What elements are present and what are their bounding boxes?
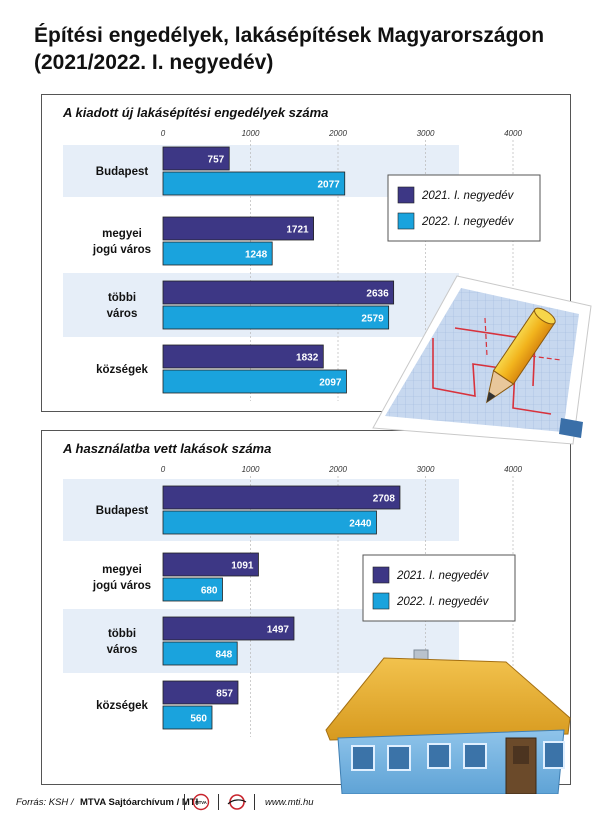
category-label: többi város	[107, 628, 138, 656]
bar	[162, 369, 347, 394]
mti-logo: MTVA	[192, 793, 210, 814]
category-label-line: többi	[108, 628, 136, 640]
footer: Forrás: KSH / MTVA Sajtóarchívum / MTI M…	[16, 793, 596, 814]
bar-value-label: 848	[216, 650, 233, 661]
archive-credit: MTVA Sajtóarchívum / MTI	[80, 797, 199, 808]
bar-value-label: 857	[216, 689, 233, 700]
mtva-logo	[226, 793, 248, 814]
permits-chart-panel: A kiadott új lakásépítési engedélyek szá…	[41, 94, 571, 412]
bar-value-label: 757	[208, 155, 225, 166]
x-tick-label: 1000	[242, 129, 260, 138]
x-tick-label: 0	[161, 465, 166, 474]
category-label: megyei jogú város	[92, 228, 151, 256]
legend-label: 2022. I. negyedév	[421, 216, 515, 228]
bar	[162, 510, 377, 535]
bar	[162, 485, 401, 510]
bar-value-label: 1248	[245, 250, 268, 261]
bar	[162, 641, 238, 666]
legend: 2021. I. negyedév 2022. I. negyedév	[362, 554, 516, 622]
bar	[162, 280, 395, 305]
bar	[162, 616, 295, 641]
footer-divider-2	[218, 794, 219, 810]
bar	[162, 552, 259, 577]
mti-logo-icon: MTVA	[192, 793, 210, 811]
bar-value-label: 2636	[366, 289, 389, 300]
bar	[162, 705, 213, 730]
website-link[interactable]: www.mti.hu	[265, 797, 314, 808]
legend-swatch	[397, 186, 415, 204]
bar-value-label: 1091	[231, 561, 254, 572]
bar-value-label: 2708	[373, 494, 396, 505]
legend-swatch	[372, 566, 390, 584]
category-label-line: város	[107, 308, 138, 320]
bar	[162, 171, 346, 196]
bar	[162, 305, 390, 330]
bar-value-label: 560	[190, 714, 207, 725]
bar-value-label: 680	[201, 586, 218, 597]
category-label-line: jogú város	[92, 244, 151, 256]
page-title-line-1: Építési engedélyek, lakásépítések Magyar…	[34, 24, 545, 47]
chart-title: A használatba vett lakások száma	[62, 441, 271, 456]
blueprint-pencil-illustration	[372, 275, 592, 445]
bar	[162, 146, 230, 171]
page-title: Építési engedélyek, lakásépítések Magyar…	[34, 22, 594, 76]
legend-label: 2021. I. negyedév	[396, 570, 490, 582]
house-illustration	[325, 649, 571, 794]
x-tick-label: 3000	[417, 465, 435, 474]
category-label-line: Budapest	[96, 505, 149, 517]
bar	[162, 216, 314, 241]
category-label: községek	[96, 364, 148, 376]
bar-value-label: 2579	[361, 314, 384, 325]
category-label: Budapest	[96, 166, 149, 178]
category-label: megyei jogú város	[92, 564, 151, 592]
legend-box	[362, 554, 516, 622]
category-label: többi város	[107, 292, 138, 320]
bar-value-label: 1721	[286, 225, 309, 236]
bar-value-label: 2077	[317, 180, 340, 191]
category-label-line: jogú város	[92, 580, 151, 592]
category-label: községek	[96, 700, 148, 712]
x-tick-label: 4000	[504, 129, 522, 138]
bar-value-label: 1832	[296, 353, 319, 364]
footer-divider-3	[254, 794, 255, 810]
legend-label: 2021. I. negyedév	[421, 190, 515, 202]
x-tick-label: 2000	[328, 465, 347, 474]
bar	[162, 344, 324, 369]
bar	[162, 241, 273, 266]
source-label: Forrás: KSH /	[16, 797, 74, 808]
legend: 2021. I. negyedév 2022. I. negyedév	[387, 174, 541, 242]
category-label-line: községek	[96, 700, 148, 712]
bar-value-label: 1497	[267, 625, 290, 636]
x-tick-label: 2000	[328, 129, 347, 138]
category-label-line: községek	[96, 364, 148, 376]
page-title-line-2: (2021/2022. I. negyedév)	[34, 51, 274, 74]
mti-logo-text: MTVA	[195, 800, 207, 805]
bar	[162, 680, 239, 705]
x-tick-label: 4000	[504, 465, 522, 474]
category-label-line: többi	[108, 292, 136, 304]
permits-chart: A kiadott új lakásépítési engedélyek szá…	[62, 105, 541, 401]
mtva-logo-icon	[227, 794, 247, 810]
legend-swatch	[397, 212, 415, 230]
category-label-line: Budapest	[96, 166, 149, 178]
x-tick-label: 0	[161, 129, 166, 138]
category-label-line: megyei	[102, 564, 142, 576]
category-label-line: város	[107, 644, 138, 656]
legend-box	[387, 174, 541, 242]
footer-divider	[184, 794, 185, 810]
chart-title: A kiadott új lakásépítési engedélyek szá…	[62, 105, 328, 120]
x-tick-label: 3000	[417, 129, 435, 138]
bar-value-label: 2440	[349, 519, 372, 530]
bar-value-label: 2097	[319, 378, 342, 389]
x-tick-label: 1000	[242, 465, 260, 474]
category-label-line: megyei	[102, 228, 142, 240]
legend-swatch	[372, 592, 390, 610]
bar	[162, 577, 223, 602]
category-label: Budapest	[96, 505, 149, 517]
legend-label: 2022. I. negyedév	[396, 596, 490, 608]
